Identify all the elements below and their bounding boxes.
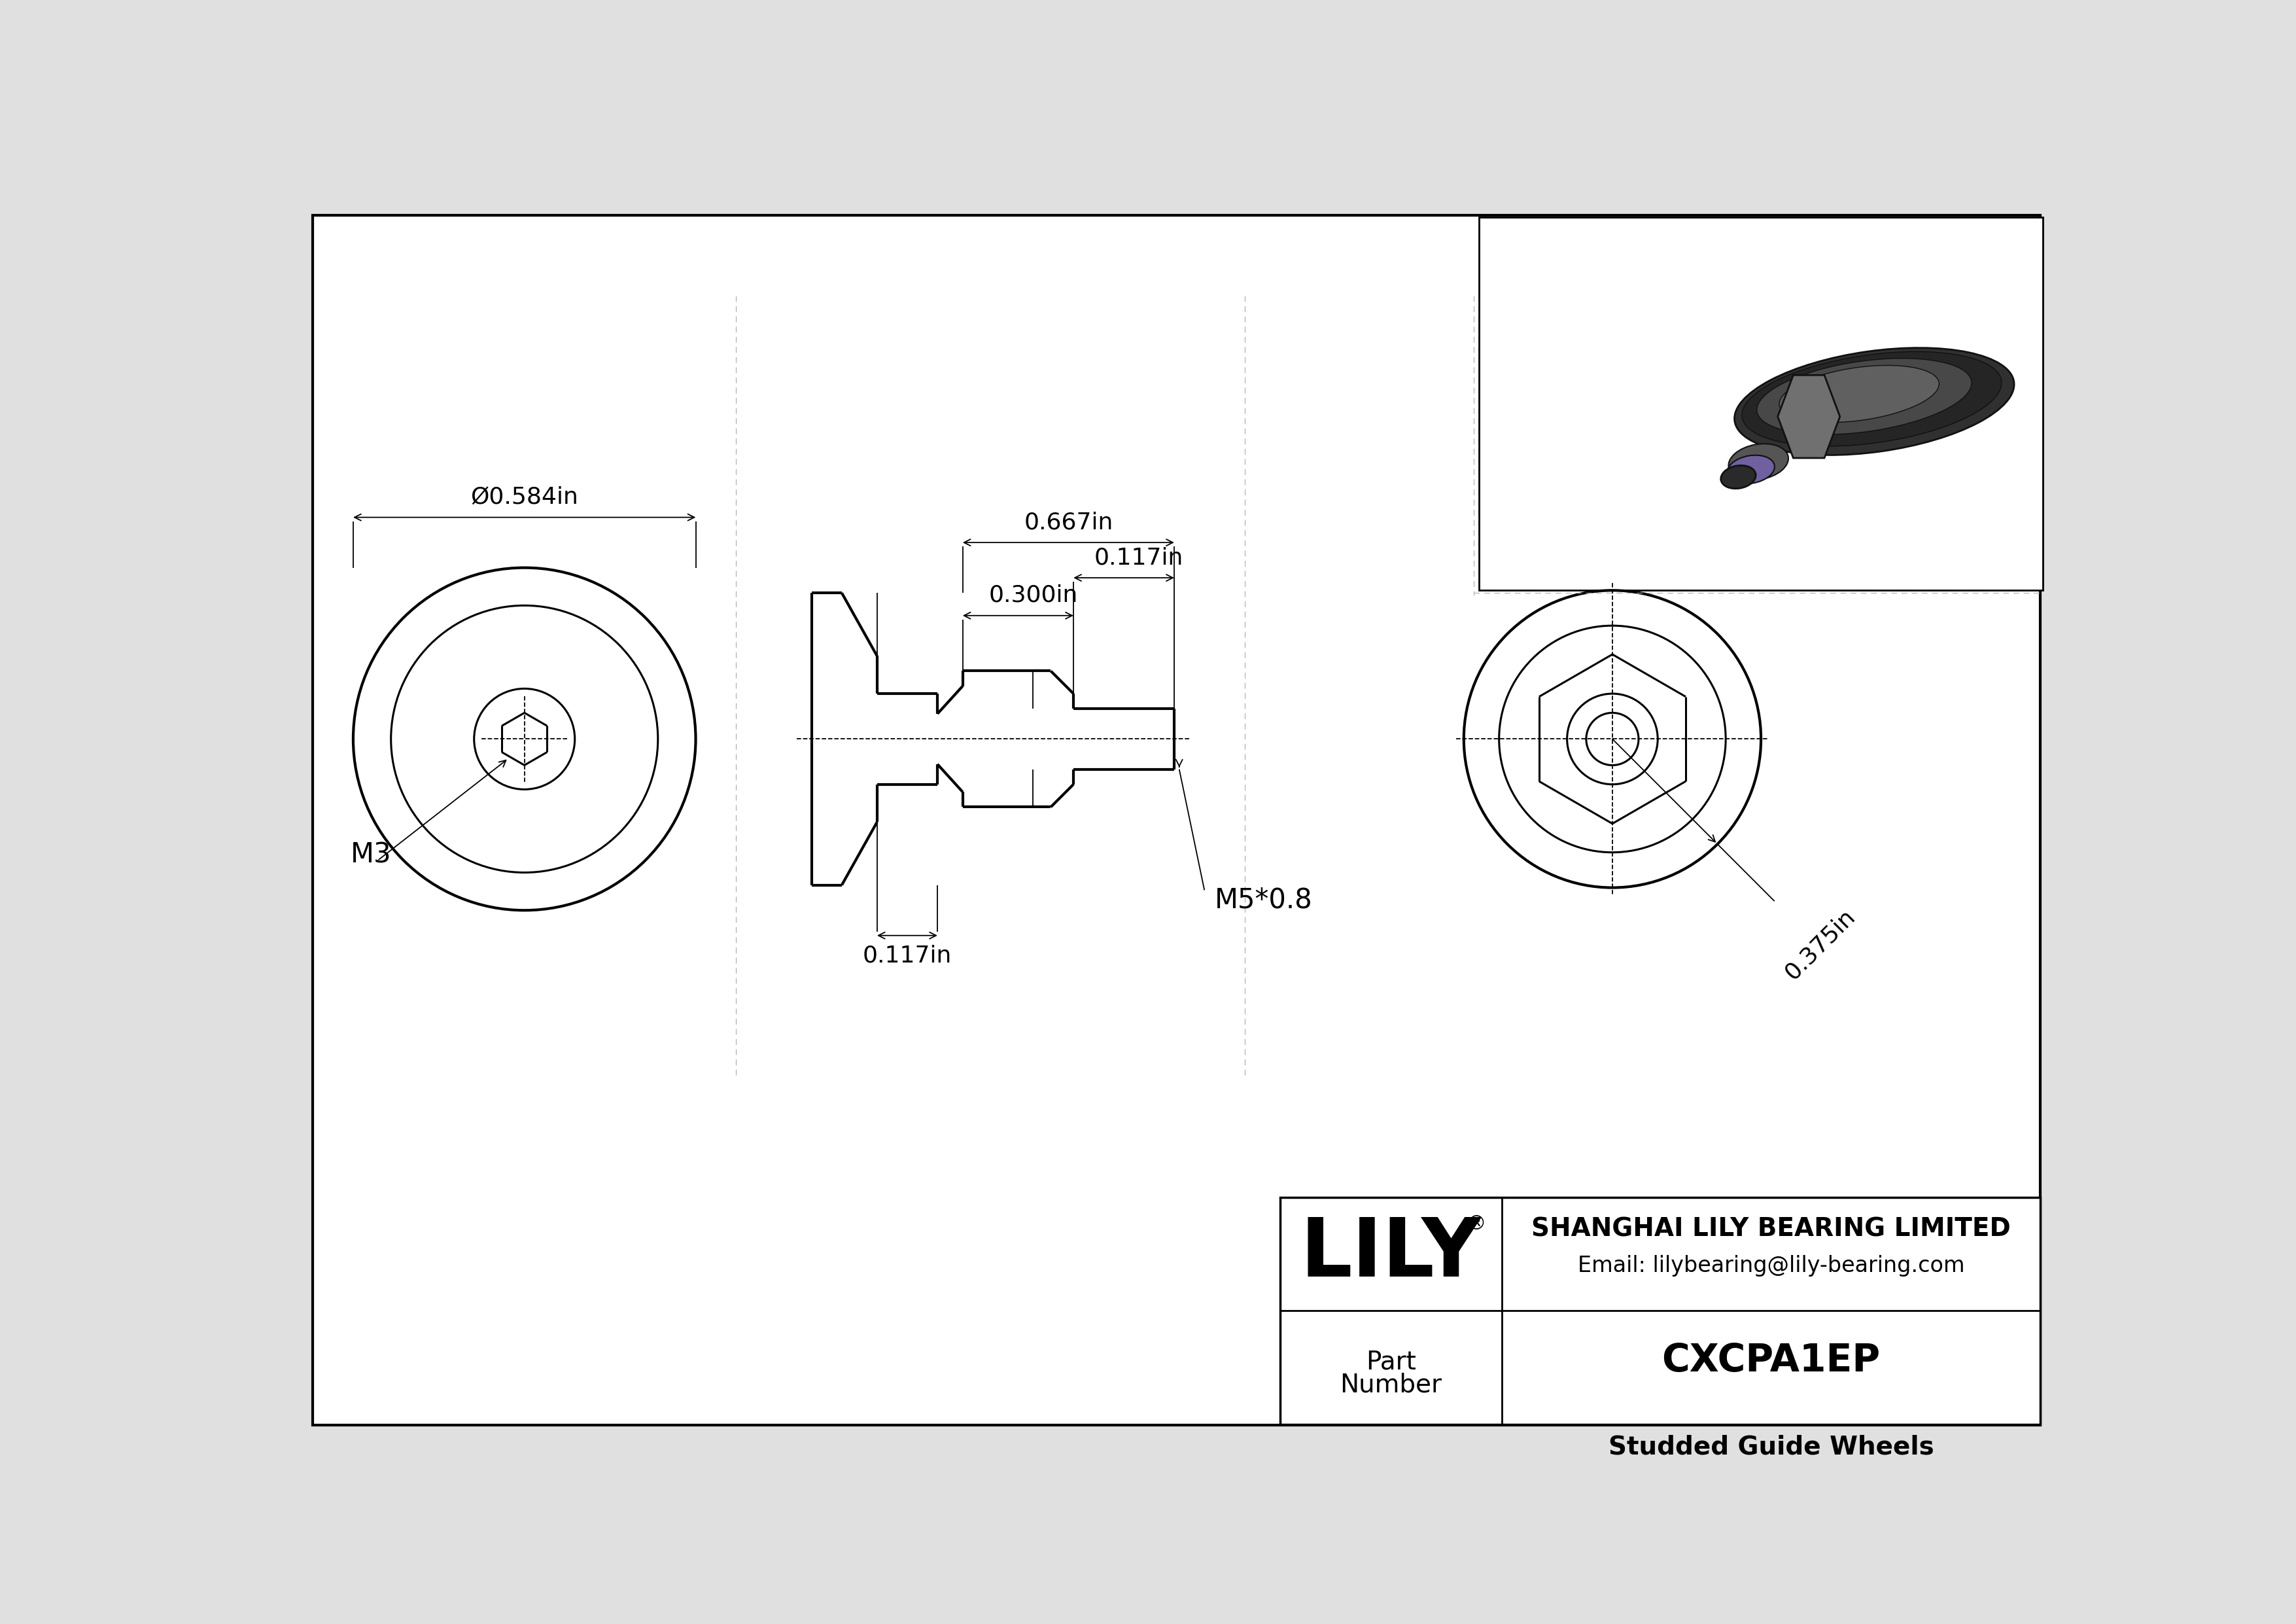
Text: Ø0.584in: Ø0.584in — [471, 486, 579, 508]
Text: 0.300in: 0.300in — [990, 585, 1077, 606]
Ellipse shape — [1779, 365, 1940, 422]
Text: SHANGHAI LILY BEARING LIMITED: SHANGHAI LILY BEARING LIMITED — [1531, 1216, 2011, 1242]
Ellipse shape — [1733, 348, 2014, 455]
Ellipse shape — [1729, 443, 1789, 481]
Text: 0.117in: 0.117in — [1095, 546, 1182, 568]
Polygon shape — [1777, 375, 1839, 458]
Text: ®: ® — [1467, 1215, 1486, 1233]
Ellipse shape — [1720, 466, 1756, 489]
Text: Part: Part — [1366, 1350, 1417, 1374]
Ellipse shape — [1743, 352, 2002, 447]
Text: 0.667in: 0.667in — [1024, 512, 1114, 533]
Ellipse shape — [1727, 455, 1775, 484]
Bar — [1479, 218, 2043, 591]
Text: 0.117in: 0.117in — [863, 945, 953, 966]
Text: 0.375in: 0.375in — [1779, 905, 1860, 984]
Text: CXCPA1EP: CXCPA1EP — [1662, 1341, 1880, 1379]
Text: Studded Guide Wheels: Studded Guide Wheels — [1607, 1434, 1933, 1460]
Text: M3: M3 — [351, 841, 393, 869]
Text: Number: Number — [1341, 1372, 1442, 1397]
Bar — [1279, 1197, 2041, 1424]
Text: Email: lilybearing@lily-bearing.com: Email: lilybearing@lily-bearing.com — [1577, 1255, 1965, 1276]
Ellipse shape — [1756, 359, 1972, 435]
Text: M5*0.8: M5*0.8 — [1215, 887, 1313, 914]
Text: LILY: LILY — [1300, 1215, 1481, 1293]
